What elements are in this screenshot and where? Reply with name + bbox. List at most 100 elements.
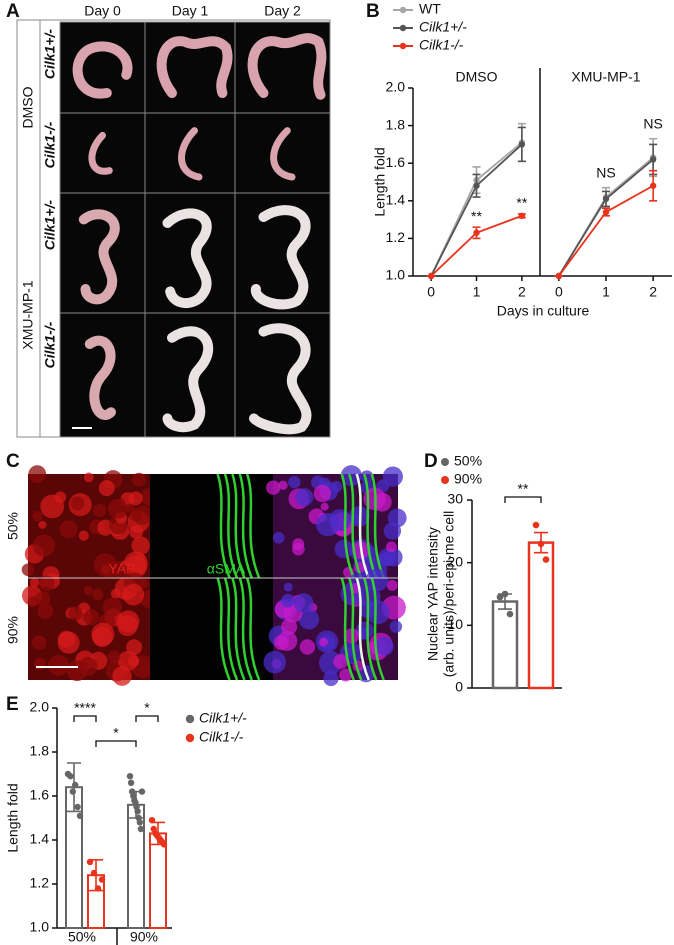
significance-bracket xyxy=(73,715,97,722)
legend-swatch xyxy=(399,42,407,50)
fiber xyxy=(355,577,370,681)
group-label: DMSO xyxy=(20,86,36,128)
cell xyxy=(47,654,69,676)
y-tick-label: 1.0 xyxy=(30,919,50,935)
fiber xyxy=(348,577,363,681)
legend-label: Cilk1+/- xyxy=(419,19,467,35)
cell xyxy=(320,502,329,511)
data-point xyxy=(134,808,141,815)
tissue xyxy=(162,326,214,433)
cell xyxy=(298,609,320,630)
channel-label: αSMA xyxy=(207,561,246,577)
cell xyxy=(288,475,301,489)
bar xyxy=(149,832,167,930)
cell xyxy=(98,480,115,497)
tissue xyxy=(162,208,212,309)
channel-label: YAP xyxy=(109,561,136,577)
cell xyxy=(339,668,353,682)
cell xyxy=(295,488,314,507)
x-tick-label: 2 xyxy=(518,284,526,300)
data-point xyxy=(496,593,504,601)
cell xyxy=(382,466,403,487)
cell xyxy=(329,509,351,532)
significance-bracket xyxy=(135,715,159,722)
data-point xyxy=(67,773,74,780)
cell xyxy=(278,480,288,490)
cell xyxy=(39,575,55,592)
data-point xyxy=(76,812,84,819)
data-point xyxy=(602,208,610,216)
significance: NS xyxy=(596,164,615,180)
data-point xyxy=(532,521,540,529)
fiber xyxy=(340,473,355,579)
cell xyxy=(78,530,89,541)
panel-letter: D xyxy=(424,451,438,472)
cell xyxy=(32,511,43,522)
cell xyxy=(122,583,145,606)
cell xyxy=(340,465,362,487)
data-point xyxy=(506,610,514,618)
significance-bracket xyxy=(504,496,542,503)
fiber xyxy=(348,473,363,579)
y-tick-label: 10 xyxy=(447,616,463,632)
cell xyxy=(114,564,130,581)
tissue xyxy=(84,335,116,420)
data-point xyxy=(90,869,98,877)
fiber xyxy=(223,473,239,579)
y-tick-label: 1.4 xyxy=(30,831,50,847)
fiber xyxy=(363,577,378,681)
data-point xyxy=(160,841,168,848)
x-tick-label: 2 xyxy=(649,284,657,300)
cell xyxy=(117,615,138,636)
row-label: 50% xyxy=(5,512,21,540)
y-tick-label: 20 xyxy=(447,553,463,569)
legend-swatch xyxy=(441,458,449,466)
bar xyxy=(491,600,519,690)
fiber xyxy=(245,473,261,579)
tissue xyxy=(270,127,296,181)
legend-label: Cilk1-/- xyxy=(419,37,464,53)
data-point xyxy=(473,182,480,189)
tissue xyxy=(88,131,113,175)
data-point xyxy=(518,141,526,148)
cell xyxy=(386,541,397,553)
cell xyxy=(21,563,35,577)
significance: ** xyxy=(518,481,529,497)
micrograph xyxy=(234,112,331,194)
x-tick-label: 1 xyxy=(602,284,610,300)
legend-swatch xyxy=(399,24,407,32)
cell xyxy=(281,593,295,608)
cell xyxy=(59,520,78,539)
x-tick-label: 90% xyxy=(130,929,158,945)
legend-swatch xyxy=(185,714,195,724)
cell xyxy=(29,577,40,588)
y-tick-label: 1.0 xyxy=(386,267,406,283)
cell xyxy=(292,538,305,551)
significance-bracket xyxy=(95,740,137,747)
tissue xyxy=(72,41,133,99)
micrograph xyxy=(144,112,236,194)
cell xyxy=(389,620,403,633)
panel-letter: A xyxy=(6,1,20,22)
cell xyxy=(360,470,374,484)
cell xyxy=(313,484,332,503)
fiber xyxy=(231,577,246,681)
cell xyxy=(38,520,47,529)
y-tick-label: 1.8 xyxy=(386,116,406,132)
axis-label: (arb. units)/peri-epi-me cell xyxy=(441,511,457,678)
cell xyxy=(35,591,51,607)
cell xyxy=(374,636,394,656)
significance: ** xyxy=(516,195,527,211)
cell xyxy=(28,465,47,484)
cell xyxy=(333,654,349,669)
cell xyxy=(334,539,354,559)
row-label: Cilk1+/- xyxy=(42,29,58,80)
cell xyxy=(323,670,339,687)
panel-letter: C xyxy=(6,451,20,472)
cell xyxy=(93,553,117,577)
data-point xyxy=(542,556,550,563)
axis-label: Nuclear YAP intensity xyxy=(425,527,441,661)
cell xyxy=(102,597,123,617)
y-tick-label: 0 xyxy=(455,679,463,695)
